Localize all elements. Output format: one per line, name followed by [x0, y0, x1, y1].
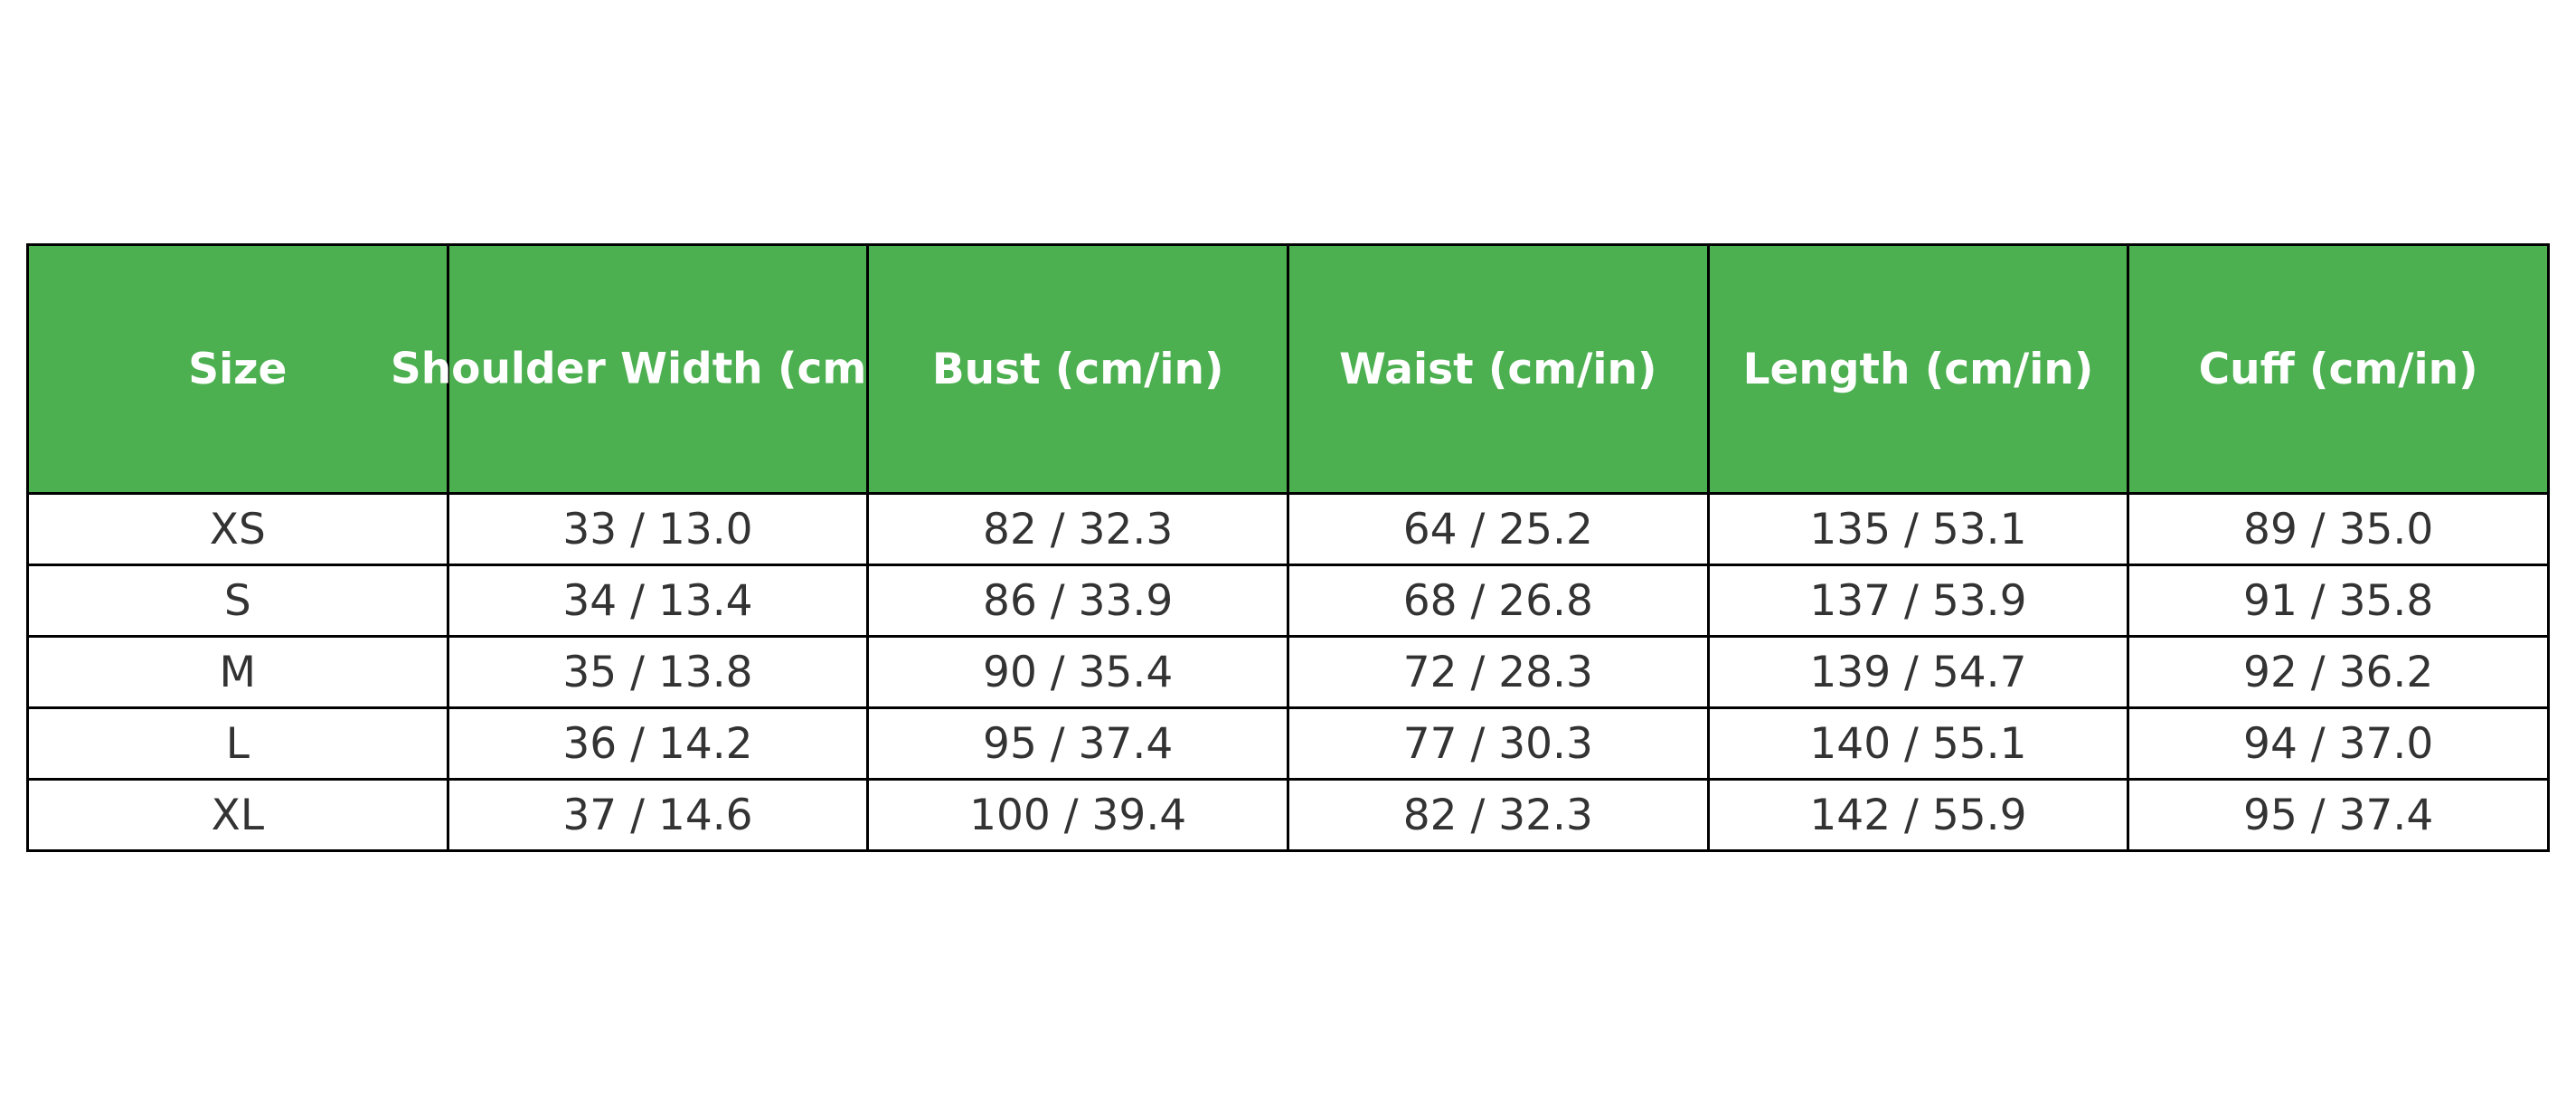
table-row: XL 37 / 14.6 100 / 39.4 82 / 32.3 142 / 55.9…	[26, 778, 2550, 852]
table-row: M 35 / 13.8 90 / 35.4 72 / 28.3 139 / 54.7 92…	[26, 635, 2550, 709]
size-chart-table: Size Shoulder Width (cm Bust (cm/in) Wai…	[26, 243, 2550, 852]
cell-waist: 64 / 25.2	[1286, 492, 1710, 566]
cell-size: M	[26, 635, 449, 709]
header-shoulder-width: Shoulder Width (cm	[391, 243, 870, 495]
header-shoulder-width-label: Shoulder Width (cm	[390, 344, 867, 394]
cell-shoulder-width: 35 / 13.8	[446, 635, 870, 709]
cell-waist: 82 / 32.3	[1286, 778, 1710, 852]
cell-length: 140 / 55.1	[1706, 706, 2130, 781]
header-size: Size	[26, 243, 449, 495]
cell-size: XS	[26, 492, 449, 566]
cell-cuff: 92 / 36.2	[2127, 635, 2550, 709]
cell-shoulder-width: 37 / 14.6	[446, 778, 870, 852]
header-cuff: Cuff (cm/in)	[2127, 243, 2550, 495]
cell-length: 137 / 53.9	[1706, 564, 2130, 638]
cell-bust: 100 / 39.4	[866, 778, 1289, 852]
table-row: S 34 / 13.4 86 / 33.9 68 / 26.8 137 / 53.9 91…	[26, 564, 2550, 638]
cell-size: S	[26, 564, 449, 638]
cell-cuff: 95 / 37.4	[2127, 778, 2550, 852]
cell-cuff: 94 / 37.0	[2127, 706, 2550, 781]
cell-length: 139 / 54.7	[1706, 635, 2130, 709]
cell-bust: 90 / 35.4	[866, 635, 1289, 709]
cell-waist: 72 / 28.3	[1286, 635, 1710, 709]
cell-size: XL	[26, 778, 449, 852]
header-waist: Waist (cm/in)	[1286, 243, 1710, 495]
cell-shoulder-width: 34 / 13.4	[446, 564, 870, 638]
cell-waist: 77 / 30.3	[1286, 706, 1710, 781]
table-row: L 36 / 14.2 95 / 37.4 77 / 30.3 140 / 55.1 94…	[26, 706, 2550, 781]
cell-length: 142 / 55.9	[1706, 778, 2130, 852]
cell-waist: 68 / 26.8	[1286, 564, 1710, 638]
table-row: XS 33 / 13.0 82 / 32.3 64 / 25.2 135 / 53.1 8…	[26, 492, 2550, 566]
cell-cuff: 91 / 35.8	[2127, 564, 2550, 638]
cell-bust: 86 / 33.9	[866, 564, 1289, 638]
cell-bust: 82 / 32.3	[866, 492, 1289, 566]
header-length: Length (cm/in)	[1706, 243, 2130, 495]
cell-length: 135 / 53.1	[1706, 492, 2130, 566]
cell-bust: 95 / 37.4	[866, 706, 1289, 781]
cell-shoulder-width: 33 / 13.0	[446, 492, 870, 566]
cell-size: L	[26, 706, 449, 781]
header-bust: Bust (cm/in)	[866, 243, 1289, 495]
cell-cuff: 89 / 35.0	[2127, 492, 2550, 566]
cell-shoulder-width: 36 / 14.2	[446, 706, 870, 781]
header-row: Size Shoulder Width (cm Bust (cm/in) Wai…	[26, 243, 2550, 495]
